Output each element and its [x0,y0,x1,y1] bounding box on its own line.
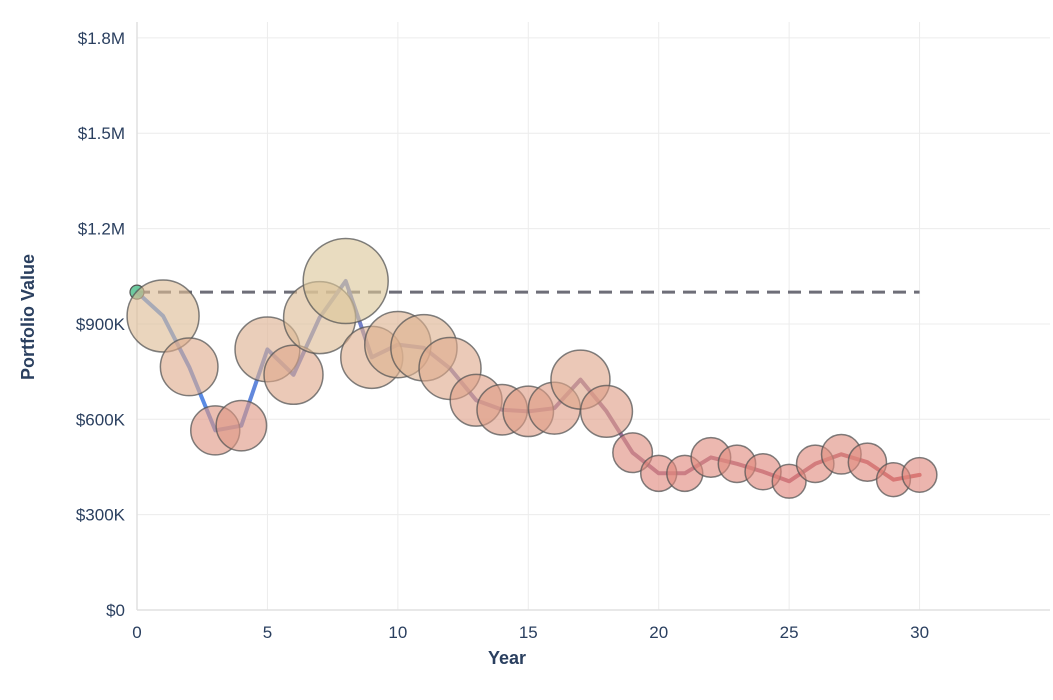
y-tick-label: $300K [76,506,126,525]
data-point[interactable] [901,456,938,493]
x-tick-label: 5 [263,623,272,642]
data-point[interactable] [612,432,654,474]
data-point[interactable] [215,399,268,452]
y-tick-label: $1.8M [78,29,125,48]
data-point[interactable] [771,463,807,499]
data-point[interactable] [263,344,324,406]
y-tick-label: $900K [76,315,126,334]
y-axis-title: Portfolio Value [18,254,38,380]
data-point[interactable] [579,384,634,439]
y-tick-label: $1.5M [78,124,125,143]
y-tick-label: $600K [76,410,126,429]
data-point[interactable] [847,442,888,483]
markers-layer [126,237,938,499]
axes [136,22,1050,611]
grid-lines [136,22,1050,611]
data-point[interactable] [159,337,219,397]
x-tick-label: 0 [132,623,141,642]
data-point[interactable] [126,279,200,353]
data-point[interactable] [302,237,389,325]
y-tick-label: $0 [106,601,125,620]
x-tick-label: 25 [780,623,799,642]
x-tick-label: 20 [649,623,668,642]
x-tick-label: 15 [519,623,538,642]
x-tick-label: 30 [910,623,929,642]
tick-labels: $0 $300K $600K $900K $1.2M $1.5M $1.8M 0 5 10 15 20… [76,29,929,642]
x-axis-title: Year [488,648,526,668]
x-tick-label: 10 [388,623,407,642]
y-tick-label: $1.2M [78,220,125,239]
